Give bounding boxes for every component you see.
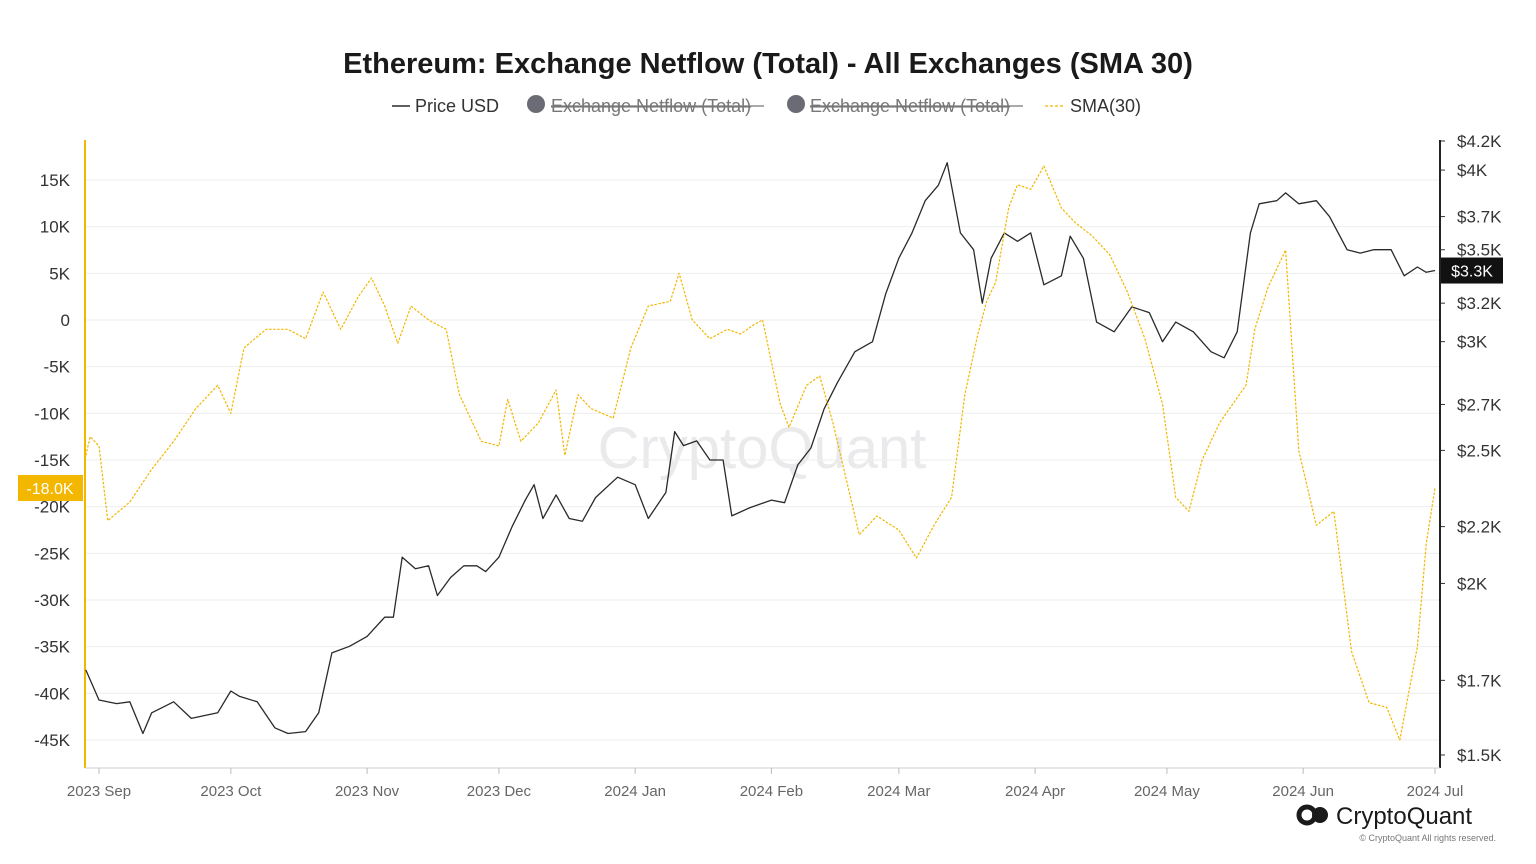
left-tick-label: -20K (34, 498, 71, 517)
right-tick-label: $3.7K (1457, 208, 1502, 227)
right-tick-label: $3K (1457, 333, 1488, 352)
brand-copyright: © CryptoQuant All rights reserved. (1359, 833, 1496, 843)
brand-logo: CryptoQuant © CryptoQuant All rights res… (1296, 803, 1496, 843)
x-axis: 2023 Sep 2023 Oct 2023 Nov 2023 Dec 2024 Jan… (67, 767, 1464, 800)
left-axis: 15K 10K 5K 0 -5K -10K -15K -20K -25K -30K -35K -40K… (34, 140, 86, 768)
price-current-badge (1441, 257, 1503, 284)
left-tick-label: -5K (44, 358, 71, 377)
right-tick-label: $2.7K (1457, 395, 1502, 414)
current-value-badges: -18.0K $3.3K (18, 257, 1503, 501)
left-tick-label: -40K (34, 684, 71, 703)
left-tick-label: 5K (49, 264, 70, 283)
left-tick-label: 15K (40, 171, 71, 190)
x-tick-label: 2023 Dec (467, 783, 532, 800)
legend-item-netflow-1[interactable]: Exchange Netflow (Total) (527, 95, 764, 116)
right-axis: $4.2K $4K $3.7K $3.5K $3.2K $3K $2.7K $2.5K $2.2… (1439, 132, 1502, 768)
legend-marker-netflow-1 (527, 95, 545, 113)
x-tick-label: 2023 Nov (335, 783, 400, 800)
right-tick-label: $4.2K (1457, 132, 1502, 151)
legend-item-netflow-2[interactable]: Exchange Netflow (Total) (787, 95, 1023, 116)
series-group (85, 162, 1436, 741)
sma-current-badge (18, 475, 83, 501)
x-tick-label: 2024 Jun (1272, 783, 1334, 800)
left-tick-label: -30K (34, 591, 71, 610)
legend: Price USD Exchange Netflow (Total) Excha… (392, 95, 1141, 116)
price-series-line (85, 162, 1436, 735)
left-tick-label: -15K (34, 451, 71, 470)
watermark: CryptoQuant (598, 416, 927, 481)
left-tick-label: -35K (34, 638, 71, 657)
legend-item-sma[interactable]: SMA(30) (1045, 96, 1141, 116)
right-tick-label: $3.5K (1457, 241, 1502, 260)
right-tick-label: $2.5K (1457, 441, 1502, 460)
right-tick-label: $4K (1457, 161, 1488, 180)
x-tick-label: 2023 Sep (67, 783, 131, 800)
left-tick-label: -25K (34, 544, 71, 563)
legend-item-price[interactable]: Price USD (392, 96, 499, 116)
x-tick-label: 2024 Apr (1005, 783, 1065, 800)
left-tick-label: -45K (34, 731, 71, 750)
legend-label-sma: SMA(30) (1070, 96, 1141, 116)
right-tick-label: $2K (1457, 574, 1488, 593)
left-tick-label: -10K (34, 404, 71, 423)
x-tick-label: 2024 May (1134, 783, 1200, 800)
x-tick-label: 2024 Feb (740, 783, 803, 800)
right-tick-label: $1.5K (1457, 746, 1502, 765)
x-tick-label: 2024 Jul (1407, 783, 1464, 800)
left-tick-label: 10K (40, 218, 71, 237)
legend-label-price: Price USD (415, 96, 499, 116)
x-tick-label: 2023 Oct (200, 783, 262, 800)
sma-series-line (85, 165, 1436, 741)
x-tick-label: 2024 Jan (604, 783, 666, 800)
brand-name: CryptoQuant (1336, 803, 1472, 830)
price-current-label: $3.3K (1451, 264, 1493, 281)
x-tick-label: 2024 Mar (867, 783, 930, 800)
sma-current-label: -18.0K (26, 481, 73, 498)
right-tick-label: $1.7K (1457, 671, 1502, 690)
grid-lines (85, 179, 1440, 741)
cryptoquant-logo-icon (1296, 804, 1328, 826)
legend-marker-netflow-2 (787, 95, 805, 113)
chart-title: Ethereum: Exchange Netflow (Total) - All… (343, 48, 1193, 80)
right-tick-label: $3.2K (1457, 294, 1502, 313)
left-tick-label: 0 (61, 311, 70, 330)
right-tick-label: $2.2K (1457, 518, 1502, 537)
